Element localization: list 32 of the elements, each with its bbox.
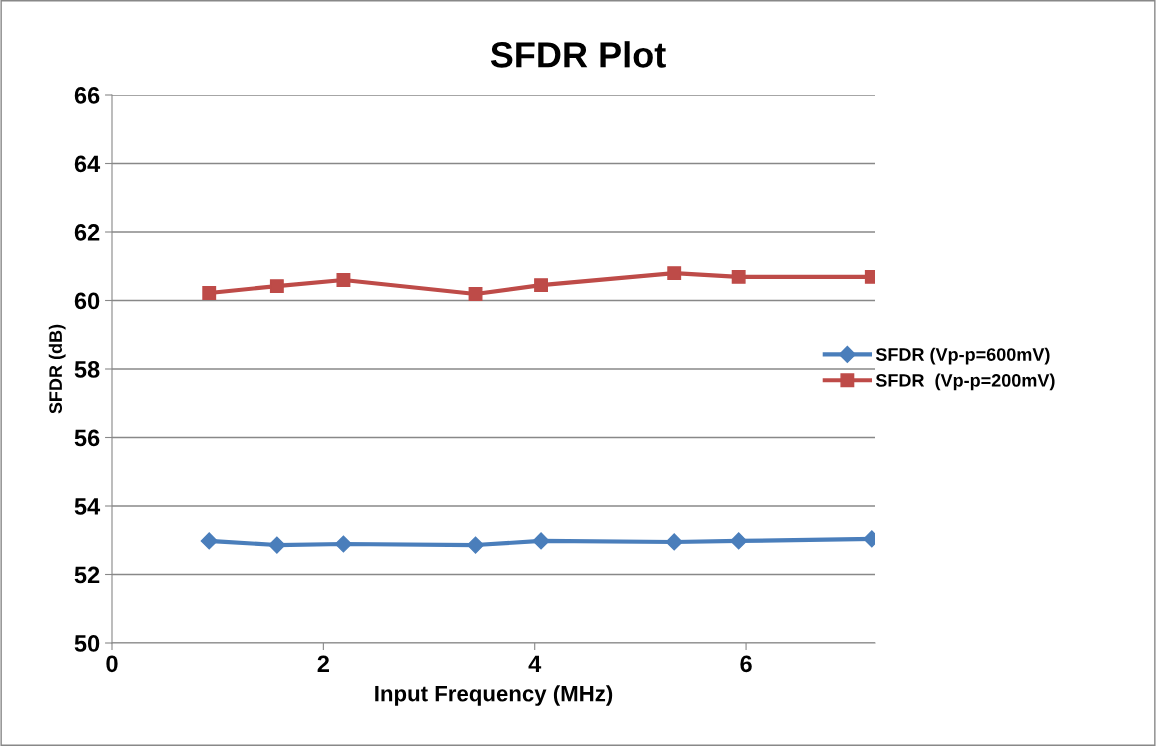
point <box>730 532 748 550</box>
x-tick-label: 2 <box>317 655 329 672</box>
chart-title: SFDR Plot <box>490 41 666 68</box>
point <box>269 279 284 294</box>
point <box>532 532 550 550</box>
point <box>336 273 351 287</box>
y-tick-label: 66 <box>74 87 100 104</box>
x-axis-title: Input Frequency (MHz) <box>375 685 613 706</box>
point <box>468 287 483 301</box>
y-tick-label: 50 <box>74 635 100 652</box>
point <box>268 536 286 554</box>
point <box>534 278 549 293</box>
y-tick-label: 64 <box>74 155 101 173</box>
x-tick-label: 0 <box>106 655 118 673</box>
x-tick-label: 4 <box>528 655 542 672</box>
point <box>466 536 485 554</box>
point <box>667 266 682 281</box>
point <box>334 535 352 553</box>
x-tick-label: 6 <box>740 655 752 673</box>
y-axis-title: SFDR (dB) <box>48 324 66 414</box>
point <box>665 533 683 551</box>
point <box>202 286 217 300</box>
point <box>200 532 218 550</box>
point <box>731 269 746 284</box>
y-tick-label: 58 <box>74 361 100 378</box>
y-tick-label: 56 <box>74 429 100 447</box>
legend-label: SFDR (Vp-p=600mV) <box>875 347 1050 365</box>
y-tick-label: 60 <box>74 292 100 310</box>
legend-label: SFDR (Vp-p=200mV) <box>875 373 1055 391</box>
y-tick-label: 52 <box>74 566 100 584</box>
y-tick-label: 54 <box>74 498 101 515</box>
y-tick-label: 62 <box>74 224 100 241</box>
